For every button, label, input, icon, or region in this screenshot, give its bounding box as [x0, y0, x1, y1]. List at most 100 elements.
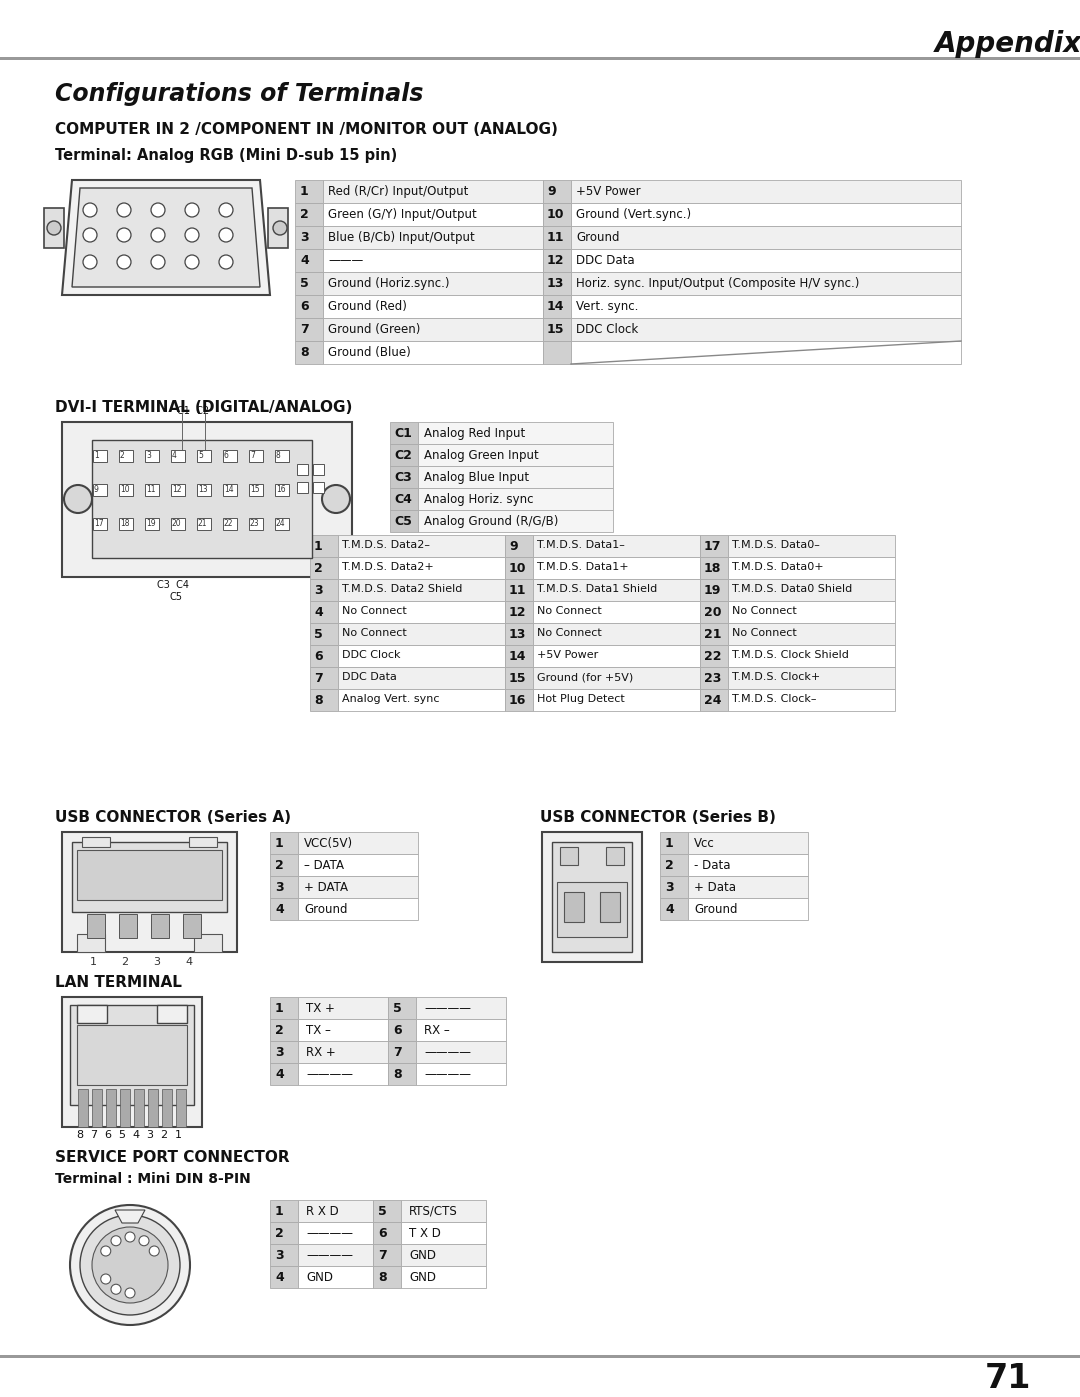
Circle shape — [100, 1246, 111, 1256]
Bar — [338, 623, 505, 645]
Text: RX –: RX – — [424, 1024, 449, 1037]
Bar — [270, 833, 298, 854]
Text: 4: 4 — [275, 1067, 284, 1081]
Bar — [728, 601, 895, 623]
Text: Terminal : Mini DIN 8-PIN: Terminal : Mini DIN 8-PIN — [55, 1172, 251, 1186]
Text: DDC Clock: DDC Clock — [342, 650, 401, 659]
Bar — [275, 450, 289, 462]
Bar — [564, 893, 584, 922]
Text: 2: 2 — [665, 859, 674, 872]
Bar — [82, 837, 110, 847]
Text: 14: 14 — [546, 300, 565, 313]
Bar — [505, 689, 534, 711]
Text: 2: 2 — [300, 208, 309, 221]
Bar — [323, 341, 543, 365]
Text: 14: 14 — [224, 485, 233, 495]
Bar — [297, 464, 308, 475]
Bar — [728, 578, 895, 601]
Circle shape — [151, 203, 165, 217]
Text: LAN TERMINAL: LAN TERMINAL — [55, 975, 181, 990]
Bar — [534, 666, 700, 689]
Bar — [310, 666, 338, 689]
Text: T.M.D.S. Data2 Shield: T.M.D.S. Data2 Shield — [342, 584, 462, 594]
Text: 7: 7 — [393, 1046, 402, 1059]
Bar — [197, 483, 211, 496]
Text: 12: 12 — [546, 254, 565, 267]
Bar — [77, 1025, 187, 1085]
Bar — [270, 1222, 298, 1243]
Text: DDC Data: DDC Data — [342, 672, 396, 682]
Text: Analog Horiz. sync: Analog Horiz. sync — [424, 493, 534, 506]
Circle shape — [125, 1288, 135, 1298]
Bar — [505, 578, 534, 601]
Text: 7: 7 — [378, 1249, 387, 1261]
Circle shape — [139, 1236, 149, 1246]
Text: R X D: R X D — [306, 1206, 339, 1218]
Bar — [0, 1355, 1080, 1358]
Bar — [373, 1243, 401, 1266]
Bar — [77, 1004, 107, 1023]
Text: 8: 8 — [393, 1067, 402, 1081]
Bar — [571, 249, 961, 272]
Bar — [275, 518, 289, 529]
Bar — [298, 997, 388, 1018]
Text: 4: 4 — [665, 902, 674, 916]
Text: 4: 4 — [275, 902, 284, 916]
Text: 5: 5 — [314, 629, 323, 641]
Bar — [688, 854, 808, 876]
Text: 2: 2 — [275, 859, 284, 872]
Circle shape — [111, 1284, 121, 1294]
Text: C3: C3 — [394, 471, 411, 483]
Circle shape — [185, 256, 199, 270]
Text: 4: 4 — [172, 451, 177, 460]
Bar — [119, 483, 133, 496]
Text: 2: 2 — [314, 562, 323, 576]
Bar — [151, 914, 168, 937]
Text: Analog Green Input: Analog Green Input — [424, 448, 539, 462]
Bar — [688, 876, 808, 898]
Text: 16: 16 — [276, 485, 285, 495]
Polygon shape — [62, 180, 270, 295]
Text: No Connect: No Connect — [342, 629, 407, 638]
Polygon shape — [114, 1210, 145, 1222]
Text: 17: 17 — [704, 541, 721, 553]
Text: C1: C1 — [394, 427, 411, 440]
Bar — [388, 1018, 416, 1041]
Text: 10: 10 — [546, 208, 565, 221]
Bar — [323, 319, 543, 341]
Circle shape — [149, 1246, 159, 1256]
Bar — [44, 208, 64, 249]
Bar — [323, 272, 543, 295]
Bar — [571, 341, 961, 365]
Bar — [534, 601, 700, 623]
Text: 6: 6 — [300, 300, 309, 313]
Bar — [270, 1041, 298, 1063]
Text: T.M.D.S. Data0 Shield: T.M.D.S. Data0 Shield — [732, 584, 852, 594]
Text: Ground (Horiz.sync.): Ground (Horiz.sync.) — [328, 277, 449, 291]
Text: SERVICE PORT CONNECTOR: SERVICE PORT CONNECTOR — [55, 1150, 289, 1165]
Bar — [87, 914, 105, 937]
Bar — [373, 1222, 401, 1243]
Bar — [323, 203, 543, 226]
Text: Analog Red Input: Analog Red Input — [424, 427, 525, 440]
Bar — [310, 601, 338, 623]
Circle shape — [80, 1215, 180, 1315]
Bar — [534, 645, 700, 666]
Text: 7: 7 — [249, 451, 255, 460]
Bar — [401, 1200, 486, 1222]
Bar — [323, 295, 543, 319]
Text: 5: 5 — [300, 277, 309, 291]
Text: 8: 8 — [300, 346, 309, 359]
Bar — [557, 882, 627, 937]
Text: 17: 17 — [94, 520, 104, 528]
Text: 12: 12 — [509, 606, 527, 619]
Text: DVI-I TERMINAL (DIGITAL/ANALOG): DVI-I TERMINAL (DIGITAL/ANALOG) — [55, 400, 352, 415]
Text: 3: 3 — [153, 957, 161, 967]
Bar — [660, 898, 688, 921]
Bar — [543, 203, 571, 226]
Bar — [416, 1018, 507, 1041]
Bar — [552, 842, 632, 951]
Bar — [600, 893, 620, 922]
Text: 18: 18 — [704, 562, 721, 576]
Bar — [72, 842, 227, 912]
